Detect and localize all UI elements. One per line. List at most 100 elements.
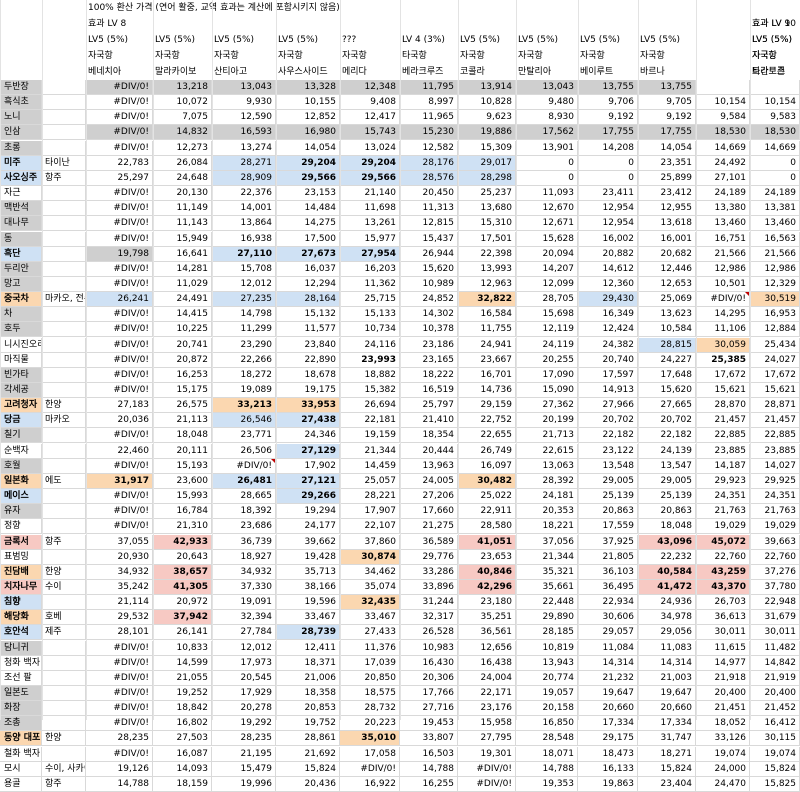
value-cell[interactable]: 28,271 (212, 156, 276, 171)
value-cell[interactable]: 28,580 (458, 519, 516, 534)
value-cell[interactable]: 13,261 (340, 216, 400, 231)
value-cell[interactable]: 0 (750, 156, 800, 171)
row-port-cell[interactable]: 수이, 사카이 (42, 762, 86, 777)
value-cell[interactable]: 21,763 (750, 504, 800, 519)
value-cell[interactable]: #DIV/0! (86, 110, 153, 125)
value-cell[interactable]: 20,643 (153, 550, 212, 565)
value-cell[interactable]: #DIV/0! (696, 292, 750, 307)
value-cell[interactable]: 14,295 (696, 307, 750, 322)
value-cell[interactable]: 19,453 (400, 716, 458, 731)
row-port-cell[interactable] (42, 262, 86, 277)
value-cell[interactable]: 11,376 (340, 641, 400, 656)
value-cell[interactable]: 14,669 (696, 141, 750, 156)
value-cell[interactable]: 21,452 (750, 701, 800, 716)
value-cell[interactable]: 33,467 (340, 610, 400, 625)
value-cell[interactable]: 25,297 (86, 171, 153, 186)
value-cell[interactable]: 10,828 (458, 95, 516, 110)
row-name-cell[interactable]: 치자나무 (0, 580, 42, 595)
value-cell[interactable]: 24,852 (400, 292, 458, 307)
value-cell[interactable]: 24,648 (153, 171, 212, 186)
value-cell[interactable]: 18,678 (276, 368, 340, 383)
value-cell[interactable]: 22,266 (212, 353, 276, 368)
value-cell[interactable]: 32,317 (400, 610, 458, 625)
value-cell[interactable]: 29,057 (578, 625, 638, 640)
value-cell[interactable]: 20,660 (638, 701, 696, 716)
value-cell[interactable]: 29,005 (638, 474, 696, 489)
value-cell[interactable]: 12,852 (276, 110, 340, 125)
value-cell[interactable]: 20,853 (276, 701, 340, 716)
value-cell[interactable]: 22,232 (638, 550, 696, 565)
value-cell[interactable]: 15,309 (458, 141, 516, 156)
value-cell[interactable]: 35,321 (516, 565, 578, 580)
value-cell[interactable]: 0 (516, 156, 578, 171)
value-cell[interactable]: 18,222 (400, 368, 458, 383)
value-cell[interactable]: #DIV/0! (340, 762, 400, 777)
value-cell[interactable]: #DIV/0! (86, 368, 153, 383)
value-cell[interactable]: 27,110 (212, 247, 276, 262)
row-port-cell[interactable] (42, 277, 86, 292)
value-cell[interactable]: 22,911 (458, 504, 516, 519)
value-cell[interactable]: 45,072 (696, 535, 750, 550)
row-name-cell[interactable]: 표범밍 (0, 550, 42, 565)
value-cell[interactable]: 9,623 (458, 110, 516, 125)
value-cell[interactable]: 25,057 (340, 474, 400, 489)
value-cell[interactable]: 15,620 (638, 383, 696, 398)
value-cell[interactable]: 22,760 (750, 550, 800, 565)
value-cell[interactable]: 21,566 (750, 247, 800, 262)
value-cell[interactable]: 11,093 (516, 186, 578, 201)
value-cell[interactable]: 9,192 (638, 110, 696, 125)
row-port-cell[interactable] (42, 125, 86, 140)
value-cell[interactable]: 37,056 (516, 535, 578, 550)
value-cell[interactable]: 13,901 (516, 141, 578, 156)
value-cell[interactable]: 20,702 (638, 413, 696, 428)
value-cell[interactable]: 25,139 (578, 489, 638, 504)
value-cell[interactable]: 26,749 (458, 444, 516, 459)
value-cell[interactable]: 20,740 (578, 353, 638, 368)
value-cell[interactable]: 11,143 (153, 216, 212, 231)
value-cell[interactable]: 35,074 (340, 580, 400, 595)
row-port-cell[interactable] (42, 338, 86, 353)
row-port-cell[interactable]: 한양 (42, 565, 86, 580)
value-cell[interactable]: 28,665 (212, 489, 276, 504)
value-cell[interactable]: 27,121 (276, 474, 340, 489)
value-cell[interactable]: 30,482 (458, 474, 516, 489)
value-cell[interactable]: 39,662 (276, 535, 340, 550)
row-name-cell[interactable]: 화장 (0, 701, 42, 716)
value-cell[interactable]: 16,563 (750, 232, 800, 247)
value-cell[interactable]: 17,755 (638, 125, 696, 140)
value-cell[interactable]: 17,672 (696, 368, 750, 383)
value-cell[interactable]: 39,663 (750, 535, 800, 550)
row-name-cell[interactable]: 인삼 (0, 125, 42, 140)
row-name-cell[interactable]: 두반장 (0, 80, 42, 95)
row-name-cell[interactable]: 해당화 (0, 610, 42, 625)
row-port-cell[interactable] (42, 701, 86, 716)
value-cell[interactable]: 33,467 (276, 610, 340, 625)
value-cell[interactable]: 12,656 (458, 641, 516, 656)
value-cell[interactable]: 12,273 (153, 141, 212, 156)
value-cell[interactable]: 12,012 (212, 277, 276, 292)
value-cell[interactable]: 14,187 (696, 459, 750, 474)
value-cell[interactable]: 0 (750, 171, 800, 186)
value-cell[interactable]: 18,842 (153, 701, 212, 716)
value-cell[interactable]: 19,292 (212, 716, 276, 731)
value-cell[interactable]: 24,181 (516, 489, 578, 504)
value-cell[interactable]: 16,953 (750, 307, 800, 322)
value-cell[interactable]: 17,039 (340, 656, 400, 671)
value-cell[interactable]: #DIV/0! (86, 353, 153, 368)
value-cell[interactable]: 14,599 (153, 656, 212, 671)
row-name-cell[interactable]: 담니귀 (0, 641, 42, 656)
value-cell[interactable]: #DIV/0! (86, 686, 153, 701)
value-cell[interactable]: 14,832 (153, 125, 212, 140)
value-cell[interactable]: 15,620 (400, 262, 458, 277)
value-cell[interactable]: 16,593 (212, 125, 276, 140)
value-cell[interactable]: 12,329 (750, 277, 800, 292)
value-cell[interactable]: 29,776 (400, 550, 458, 565)
value-cell[interactable]: 21,451 (696, 701, 750, 716)
value-cell[interactable]: 15,977 (340, 232, 400, 247)
value-cell[interactable]: 20,882 (578, 247, 638, 262)
value-cell[interactable]: 29,532 (86, 610, 153, 625)
row-port-cell[interactable] (42, 216, 86, 231)
value-cell[interactable]: 25,715 (340, 292, 400, 307)
value-cell[interactable]: 29,566 (276, 171, 340, 186)
value-cell[interactable]: 21,114 (86, 595, 153, 610)
